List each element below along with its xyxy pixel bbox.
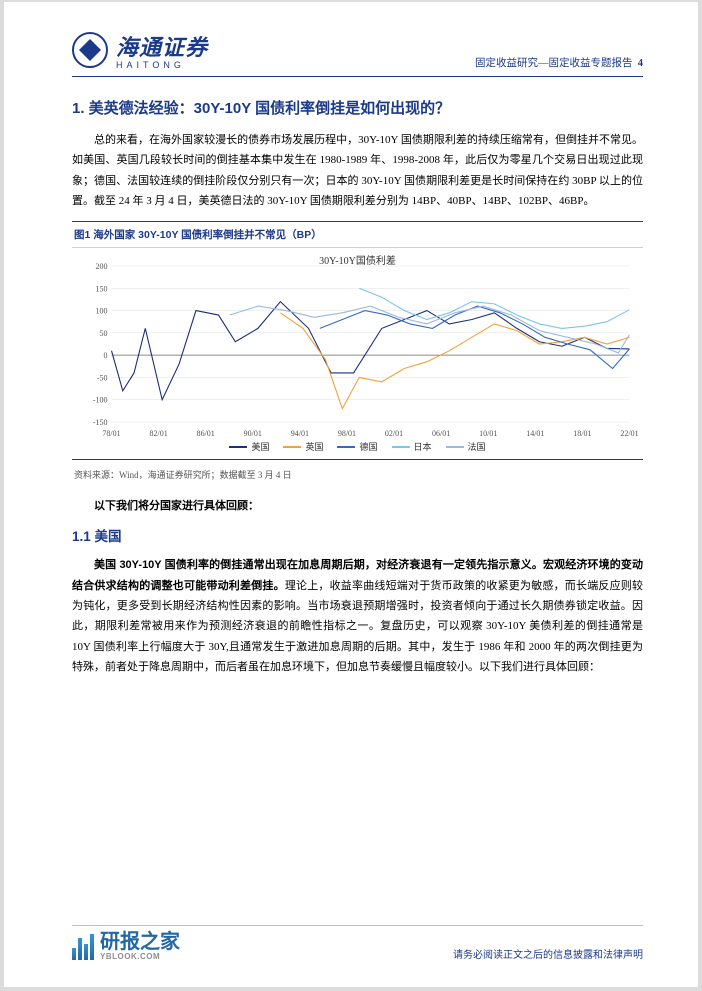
svg-text:06/01: 06/01 <box>432 429 450 438</box>
legend-item: 美国 <box>229 440 269 453</box>
logo-mark-icon <box>72 32 108 68</box>
watermark-name: 研报之家 <box>100 931 180 953</box>
watermark-logo: 研报之家 YBLOOK.COM <box>72 932 180 961</box>
page-footer: 研报之家 YBLOOK.COM 请务必阅读正文之后的信息披露和法律声明 <box>72 925 643 961</box>
header-doc-title: 固定收益研究—固定收益专题报告 4 <box>475 55 643 70</box>
chart-legend: 美国 英国 德国 日本 法国 <box>72 438 643 459</box>
svg-text:-150: -150 <box>93 418 108 427</box>
line-chart: 30Y-10Y国债利差 -150-100-5005010015020078/01… <box>72 248 643 438</box>
lead-sentence: 以下我们将分国家进行具体回顾： <box>72 497 643 513</box>
svg-text:94/01: 94/01 <box>291 429 309 438</box>
svg-text:78/01: 78/01 <box>102 429 120 438</box>
brand-name-en: HAITONG <box>116 60 208 70</box>
legend-item: 法国 <box>446 440 486 453</box>
svg-text:-100: -100 <box>93 396 108 405</box>
section-heading-1: 1. 美英德法经验：30Y-10Y 国债利率倒挂是如何出现的？ <box>72 97 643 118</box>
chart-svg: -150-100-5005010015020078/0182/0186/0190… <box>72 248 643 438</box>
legend-item: 英国 <box>283 440 323 453</box>
svg-text:82/01: 82/01 <box>149 429 167 438</box>
page-header: 海通证券 HAITONG 固定收益研究—固定收益专题报告 4 <box>72 30 643 77</box>
figure-source: 资料来源：Wind，海通证券研究所；数据截至 3 月 4 日 <box>72 464 643 483</box>
brand-logo: 海通证券 HAITONG <box>72 30 208 70</box>
footer-disclaimer: 请务必阅读正文之后的信息披露和法律声明 <box>453 946 643 961</box>
watermark-url: YBLOOK.COM <box>100 953 180 961</box>
svg-text:90/01: 90/01 <box>244 429 262 438</box>
us-paragraph: 美国 30Y-10Y 国债利率的倒挂通常出现在加息周期后期，对经济衰退有一定领先… <box>72 555 643 677</box>
svg-text:18/01: 18/01 <box>573 429 591 438</box>
page-number: 4 <box>638 58 643 69</box>
section-heading-1-1: 1.1 美国 <box>72 525 643 545</box>
svg-text:-50: -50 <box>97 374 108 383</box>
chart-inner-title: 30Y-10Y国债利差 <box>72 252 643 267</box>
svg-text:10/01: 10/01 <box>479 429 497 438</box>
legend-item: 日本 <box>392 440 432 453</box>
svg-text:0: 0 <box>104 352 108 361</box>
svg-text:150: 150 <box>96 285 108 294</box>
svg-text:98/01: 98/01 <box>338 429 356 438</box>
brand-name-cn: 海通证券 <box>116 35 208 60</box>
svg-text:02/01: 02/01 <box>385 429 403 438</box>
svg-text:14/01: 14/01 <box>526 429 544 438</box>
svg-text:86/01: 86/01 <box>197 429 215 438</box>
us-para-rest: 理论上，收益率曲线短端对于货币政策的收紧更为敏感，而长端反应则较为钝化，更多受到… <box>72 580 643 673</box>
svg-text:100: 100 <box>96 307 108 316</box>
figure-title: 图1 海外国家 30Y-10Y 国债利率倒挂并不常见（BP） <box>72 222 643 248</box>
intro-paragraph: 总的来看，在海外国家较漫长的债券市场发展历程中，30Y-10Y 国债期限利差的持… <box>72 130 643 211</box>
svg-text:50: 50 <box>100 329 108 338</box>
watermark-bars-icon <box>72 934 94 960</box>
svg-text:22/01: 22/01 <box>620 429 638 438</box>
legend-item: 德国 <box>337 440 377 453</box>
figure-1: 图1 海外国家 30Y-10Y 国债利率倒挂并不常见（BP） 30Y-10Y国债… <box>72 221 643 460</box>
